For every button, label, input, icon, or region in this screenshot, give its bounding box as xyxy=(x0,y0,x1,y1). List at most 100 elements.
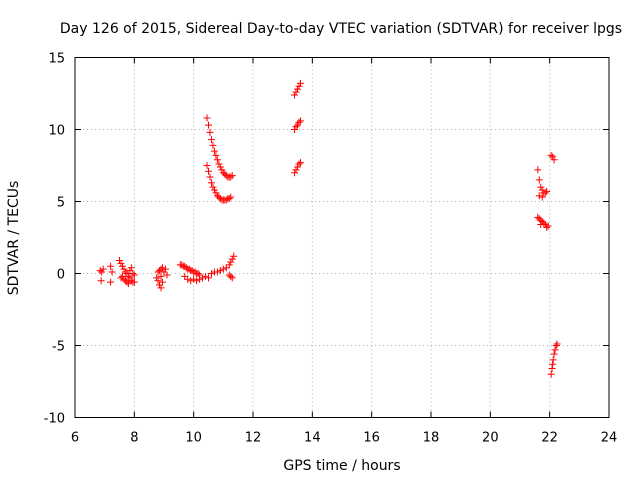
data-point xyxy=(213,192,221,200)
data-point xyxy=(205,167,212,175)
data-point xyxy=(118,262,126,270)
grid-lines xyxy=(75,57,609,418)
data-point xyxy=(207,270,215,277)
data-point xyxy=(549,360,557,368)
data-point xyxy=(96,267,104,275)
data-point xyxy=(227,258,235,266)
data-point xyxy=(210,186,218,194)
data-point xyxy=(161,265,169,273)
data-point xyxy=(292,88,300,96)
data-point xyxy=(156,267,164,275)
data-point xyxy=(543,187,551,195)
data-point xyxy=(296,79,304,87)
data-point xyxy=(538,218,546,226)
x-tick-label: 10 xyxy=(185,431,202,446)
data-point xyxy=(163,271,171,279)
x-tick-label: 24 xyxy=(601,431,618,446)
data-point xyxy=(228,172,236,180)
data-point xyxy=(193,277,201,285)
data-point xyxy=(154,277,162,285)
data-point xyxy=(547,370,555,378)
data-point xyxy=(117,259,125,267)
data-point xyxy=(154,268,162,276)
x-tick-label: 14 xyxy=(304,431,321,446)
y-tick-label: 0 xyxy=(57,268,65,283)
data-point xyxy=(294,121,301,129)
data-point xyxy=(185,265,193,273)
data-point xyxy=(178,261,186,269)
data-point xyxy=(188,267,196,275)
data-point xyxy=(97,277,105,285)
data-point xyxy=(219,265,227,273)
data-point xyxy=(127,277,135,285)
data-point xyxy=(549,356,557,364)
data-point xyxy=(117,274,125,282)
data-point xyxy=(123,270,131,277)
data-point xyxy=(120,275,128,283)
data-point xyxy=(537,183,545,191)
data-point xyxy=(207,136,215,144)
data-point xyxy=(548,365,556,373)
data-point xyxy=(225,271,233,279)
data-point xyxy=(206,128,214,136)
data-point xyxy=(547,151,555,159)
data-point xyxy=(216,163,224,171)
x-tick-label: 8 xyxy=(130,431,138,446)
data-point xyxy=(228,255,236,263)
data-point xyxy=(196,275,204,283)
data-point xyxy=(553,340,561,348)
data-point xyxy=(182,264,190,272)
data-points xyxy=(96,79,561,378)
data-point xyxy=(534,166,542,174)
data-point xyxy=(291,91,299,99)
data-point xyxy=(199,274,207,282)
x-tick-label: 18 xyxy=(423,431,440,446)
data-point xyxy=(107,278,115,286)
data-point xyxy=(157,272,165,280)
data-point xyxy=(209,183,217,191)
data-point xyxy=(535,215,543,223)
data-point xyxy=(550,156,558,164)
data-point xyxy=(205,274,212,282)
data-point xyxy=(551,346,559,354)
data-point xyxy=(549,153,557,161)
data-point xyxy=(228,274,236,282)
data-point xyxy=(130,278,138,286)
data-point xyxy=(160,268,168,276)
data-point xyxy=(291,126,299,133)
data-point xyxy=(296,117,304,125)
y-tick-label: 5 xyxy=(57,196,65,211)
data-point xyxy=(225,195,233,203)
data-point xyxy=(159,264,167,272)
axis-ticks: 6 8 10 12 14 16 18 20 22 24 -10 -5 0 5 10 15 xyxy=(44,52,618,446)
data-point xyxy=(535,192,543,200)
data-point xyxy=(295,82,303,90)
data-point xyxy=(222,196,230,204)
data-point xyxy=(221,170,229,178)
data-point xyxy=(157,284,165,292)
data-point xyxy=(181,262,189,270)
data-point xyxy=(123,278,131,286)
data-point xyxy=(126,267,134,275)
data-point xyxy=(213,268,221,276)
data-point xyxy=(116,257,123,265)
chart-title: Day 126 of 2015, Sidereal Day-to-day VTE… xyxy=(60,21,622,37)
data-point xyxy=(190,275,198,283)
y-tick-label: 15 xyxy=(48,52,65,67)
data-point xyxy=(187,277,195,285)
data-point xyxy=(537,221,545,229)
data-point xyxy=(99,265,107,273)
data-point xyxy=(121,268,129,276)
data-point xyxy=(120,265,128,273)
x-tick-label: 12 xyxy=(245,431,262,446)
data-point xyxy=(538,186,546,194)
data-point xyxy=(126,274,134,282)
data-point xyxy=(292,123,300,131)
x-tick-label: 16 xyxy=(363,431,380,446)
data-point xyxy=(296,159,304,167)
data-point xyxy=(552,342,560,349)
y-tick-label: 10 xyxy=(48,124,65,139)
data-point xyxy=(541,189,549,197)
x-tick-label: 6 xyxy=(71,431,79,446)
data-point xyxy=(292,166,300,174)
